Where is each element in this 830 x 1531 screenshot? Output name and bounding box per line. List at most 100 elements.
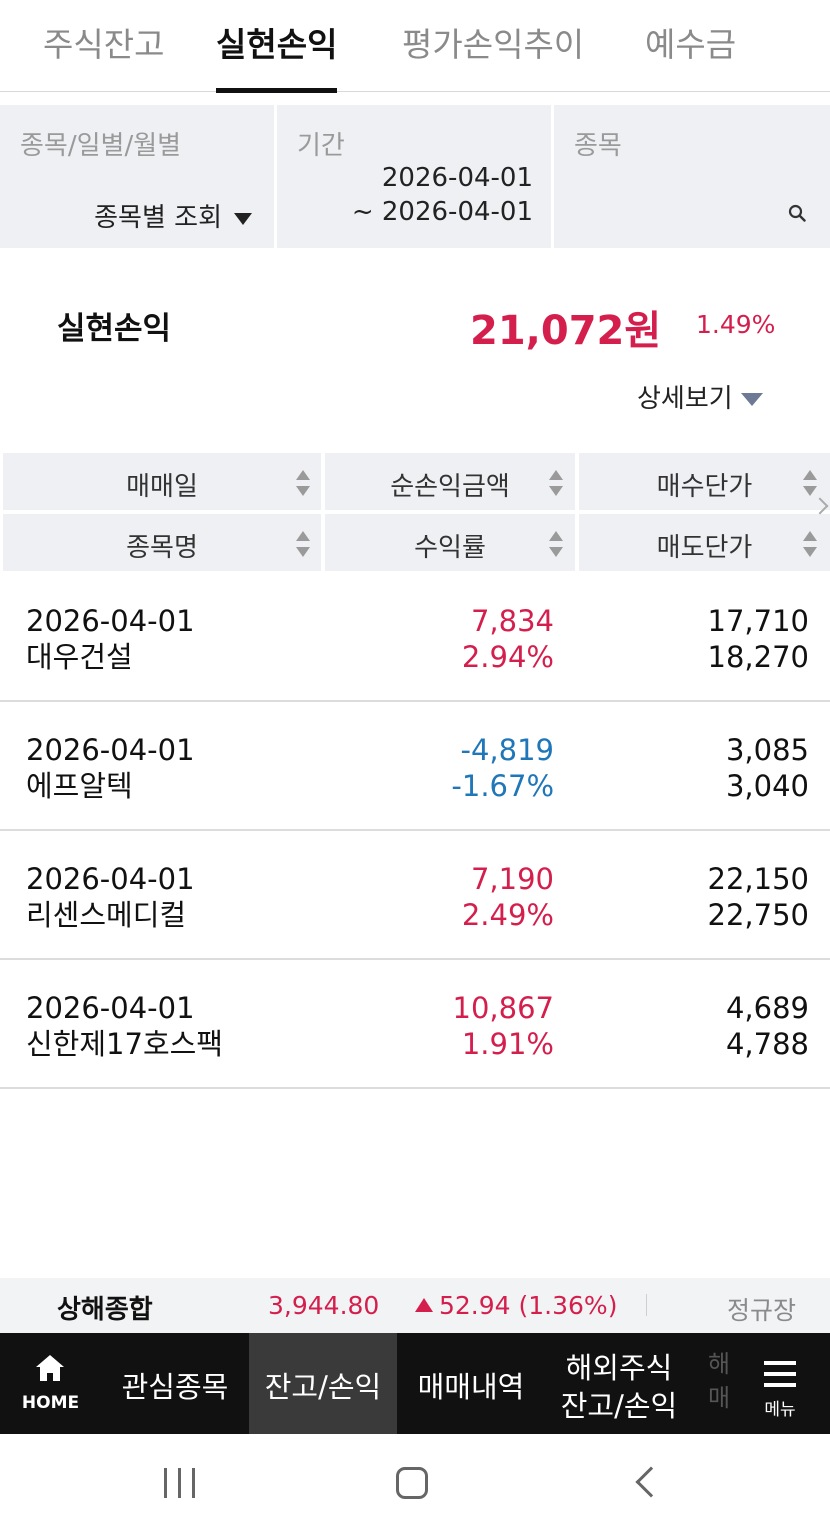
- tab-deposit[interactable]: 예수금: [645, 25, 737, 64]
- sort-header-stock-name[interactable]: 종목명: [3, 514, 321, 571]
- stock-name: 대우건설: [26, 640, 133, 674]
- sort-icon: [549, 470, 563, 496]
- detail-toggle-button[interactable]: 상세보기: [637, 378, 763, 415]
- header-sell-price: 매도단가: [656, 533, 753, 563]
- nav-home-label: HOME: [21, 1393, 80, 1413]
- sort-icon: [803, 470, 817, 496]
- sell-price: 18,270: [707, 640, 809, 674]
- nav-watchlist[interactable]: 관심종목: [101, 1333, 249, 1434]
- sell-price: 4,788: [725, 1027, 809, 1061]
- filter-panel: 종목/일별/월별 종목별 조회 기간 2026-04-01 ~ 2026-04-…: [0, 105, 830, 248]
- summary-amount: 21,072원: [470, 308, 662, 354]
- sort-icon: [296, 531, 310, 557]
- return-rate: -1.67%: [451, 769, 554, 803]
- bottom-nav: HOME 관심종목 잔고/손익 매매내역 해외주식 잔고/손익 해매 메뉴: [0, 1333, 830, 1434]
- home-button-icon[interactable]: [396, 1467, 428, 1499]
- net-pnl: 10,867: [452, 991, 554, 1025]
- index-change-text: 52.94 (1.36%): [439, 1291, 618, 1320]
- nav-overseas-balance[interactable]: 해외주식 잔고/손익: [545, 1333, 693, 1434]
- divider: [274, 105, 277, 248]
- stock-label: 종목: [574, 131, 622, 161]
- sort-icon: [296, 470, 310, 496]
- header-trade-date: 매매일: [126, 472, 198, 502]
- table-row[interactable]: 2026-04-01 대우건설 7,834 2.94% 17,710 18,27…: [0, 573, 830, 702]
- tab-realized-pnl[interactable]: 실현손익: [216, 25, 338, 64]
- sell-price: 3,040: [725, 769, 809, 803]
- net-pnl: 7,190: [470, 862, 554, 896]
- summary-label: 실현손익: [57, 311, 172, 347]
- header-buy-price: 매수단가: [656, 472, 753, 502]
- nav-home[interactable]: HOME: [0, 1333, 101, 1434]
- nav-balance-pnl[interactable]: 잔고/손익: [249, 1333, 397, 1434]
- sort-header-net-pnl[interactable]: 순손익금액: [325, 453, 575, 510]
- sell-price: 22,750: [707, 898, 809, 932]
- trade-date: 2026-04-01: [26, 604, 195, 638]
- header-return-rate: 수익률: [414, 533, 486, 563]
- nav-overseas-line1: 해외주식: [565, 1351, 673, 1385]
- triangle-down-icon: [740, 393, 763, 406]
- stock-search-field[interactable]: 종목: [554, 105, 830, 248]
- summary-percent: 1.49%: [696, 310, 776, 339]
- tab-stock-balance[interactable]: 주식잔고: [43, 25, 165, 64]
- trade-date: 2026-04-01: [26, 862, 195, 896]
- top-tab-bar: 주식잔고 실현손익 평가손익추이 예수금: [0, 0, 830, 93]
- sort-header-trade-date[interactable]: 매매일: [3, 453, 321, 510]
- nav-next-item-partial[interactable]: 해매: [708, 1350, 728, 1412]
- table-row[interactable]: 2026-04-01 에프알텍 -4,819 -1.67% 3,085 3,04…: [0, 702, 830, 831]
- sort-header-return-rate[interactable]: 수익률: [325, 514, 575, 571]
- sort-icon: [549, 531, 563, 557]
- stock-name: 리센스메디컬: [26, 898, 187, 932]
- arrow-up-icon: [415, 1298, 433, 1312]
- period-from: 2026-04-01: [381, 163, 533, 193]
- query-type-text: 종목별 조회: [94, 203, 222, 233]
- net-pnl: -4,819: [460, 733, 555, 767]
- home-icon: [36, 1355, 64, 1381]
- market-session: 정규장: [727, 1296, 797, 1325]
- nav-trade-history-label: 매매내역: [417, 1370, 525, 1404]
- query-type-value[interactable]: 종목별 조회: [94, 197, 252, 234]
- period-selector[interactable]: 기간 2026-04-01 ~ 2026-04-01: [277, 105, 551, 248]
- search-icon[interactable]: [788, 204, 806, 222]
- return-rate: 2.49%: [461, 898, 554, 932]
- hamburger-menu-icon: [764, 1361, 796, 1389]
- active-tab-indicator: [216, 88, 337, 93]
- table-row[interactable]: 2026-04-01 신한제17호스팩 10,867 1.91% 4,689 4…: [0, 960, 830, 1089]
- stock-name: 신한제17호스팩: [26, 1027, 223, 1061]
- buy-price: 4,689: [725, 991, 809, 1025]
- index-ticker[interactable]: 상해종합 3,944.80 52.94 (1.36%) 정규장: [0, 1278, 830, 1333]
- table-header: 매매일 순손익금액 매수단가 종목명 수익률 매도단가: [0, 453, 830, 571]
- nav-balance-pnl-label: 잔고/손익: [264, 1370, 382, 1404]
- buy-price: 17,710: [707, 604, 809, 638]
- header-stock-name: 종목명: [126, 533, 198, 563]
- nav-trade-history[interactable]: 매매내역: [397, 1333, 545, 1434]
- table-row[interactable]: 2026-04-01 리센스메디컬 7,190 2.49% 22,150 22,…: [0, 831, 830, 960]
- trade-date: 2026-04-01: [26, 733, 195, 767]
- net-pnl: 7,834: [470, 604, 554, 638]
- back-icon[interactable]: [635, 1466, 667, 1498]
- trade-date: 2026-04-01: [26, 991, 195, 1025]
- detail-label: 상세보기: [637, 384, 733, 414]
- sort-icon: [803, 531, 817, 557]
- recents-icon[interactable]: [164, 1468, 196, 1498]
- sort-header-sell-price[interactable]: 매도단가: [579, 514, 830, 571]
- sort-header-buy-price[interactable]: 매수단가: [579, 453, 830, 510]
- return-rate: 2.94%: [461, 640, 554, 674]
- query-type-selector[interactable]: 종목/일별/월별 종목별 조회: [0, 105, 274, 248]
- nav-menu-label: 메뉴: [764, 1400, 796, 1420]
- buy-price: 3,085: [725, 733, 809, 767]
- nav-watchlist-label: 관심종목: [121, 1370, 229, 1404]
- index-name: 상해종합: [57, 1295, 153, 1325]
- period-to: ~ 2026-04-01: [351, 197, 533, 227]
- buy-price: 22,150: [707, 862, 809, 896]
- index-change: 52.94 (1.36%): [415, 1291, 617, 1320]
- query-type-label: 종목/일별/월별: [20, 131, 182, 161]
- period-label: 기간: [297, 131, 345, 161]
- index-value: 3,944.80: [268, 1291, 380, 1320]
- return-rate: 1.91%: [461, 1027, 554, 1061]
- system-nav-bar: [0, 1434, 830, 1531]
- nav-overseas-line2: 잔고/손익: [560, 1389, 678, 1423]
- tab-valuation-trend[interactable]: 평가손익추이: [402, 25, 585, 64]
- stock-name: 에프알텍: [26, 769, 133, 803]
- caret-down-icon: [234, 212, 252, 225]
- divider: [551, 105, 554, 248]
